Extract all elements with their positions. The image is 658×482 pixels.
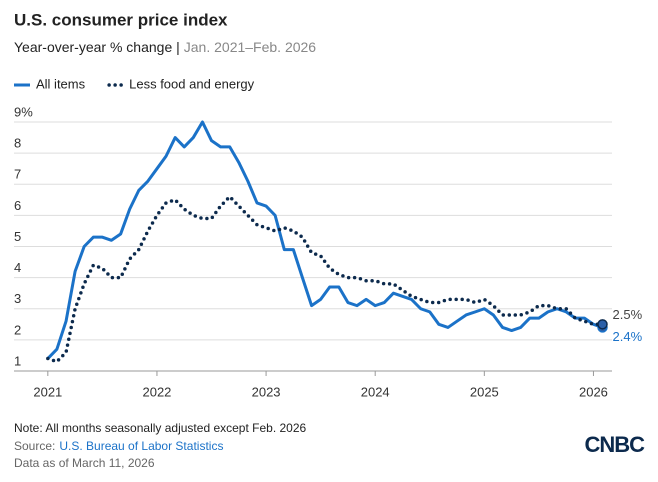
end-label: 2.4%	[613, 329, 643, 344]
note: Note: All months seasonally adjusted exc…	[14, 421, 307, 435]
y-tick-label: 2	[14, 322, 21, 337]
data-date: Data as of March 11, 2026	[14, 456, 155, 470]
logo: CNBC	[584, 432, 645, 457]
source-prefix: Source:	[14, 439, 55, 453]
x-tick-label: 2023	[252, 384, 281, 399]
y-tick-label: 8	[14, 136, 21, 151]
y-tick-label: 5	[14, 229, 21, 244]
y-tick-label: 1	[14, 353, 21, 368]
source-link[interactable]: U.S. Bureau of Labor Statistics	[59, 439, 223, 453]
chart-title: U.S. consumer price index	[14, 10, 228, 29]
y-tick-label: 4	[14, 260, 21, 275]
x-tick-label: 2026	[579, 384, 608, 399]
data-line	[46, 194, 605, 364]
x-tick-label: 2021	[33, 384, 62, 399]
data-line	[46, 120, 603, 360]
x-tick-label: 2025	[470, 384, 499, 399]
subtitle-text: Year-over-year % change |	[14, 39, 180, 55]
y-tick-label: 6	[14, 198, 21, 213]
subtitle: Year-over-year % change | Jan. 2021–Feb. …	[14, 39, 316, 55]
y-tick-label: 3	[14, 291, 21, 306]
end-marker	[597, 319, 608, 330]
legend-label: Less food and energy	[129, 76, 255, 91]
y-tick-label: 9%	[14, 104, 33, 119]
x-tick-label: 2024	[361, 384, 390, 399]
x-tick-label: 2022	[142, 384, 171, 399]
subtitle-dates: Jan. 2021–Feb. 2026	[184, 39, 317, 55]
end-label: 2.5%	[613, 307, 643, 322]
y-tick-label: 7	[14, 167, 21, 182]
legend-label: All items	[36, 76, 86, 91]
source: Source: U.S. Bureau of Labor Statistics	[14, 439, 223, 453]
